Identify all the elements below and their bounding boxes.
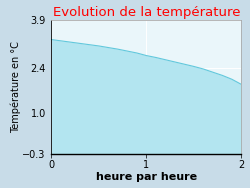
Title: Evolution de la température: Evolution de la température [52,6,240,19]
Y-axis label: Température en °C: Température en °C [10,41,21,133]
X-axis label: heure par heure: heure par heure [96,172,197,182]
